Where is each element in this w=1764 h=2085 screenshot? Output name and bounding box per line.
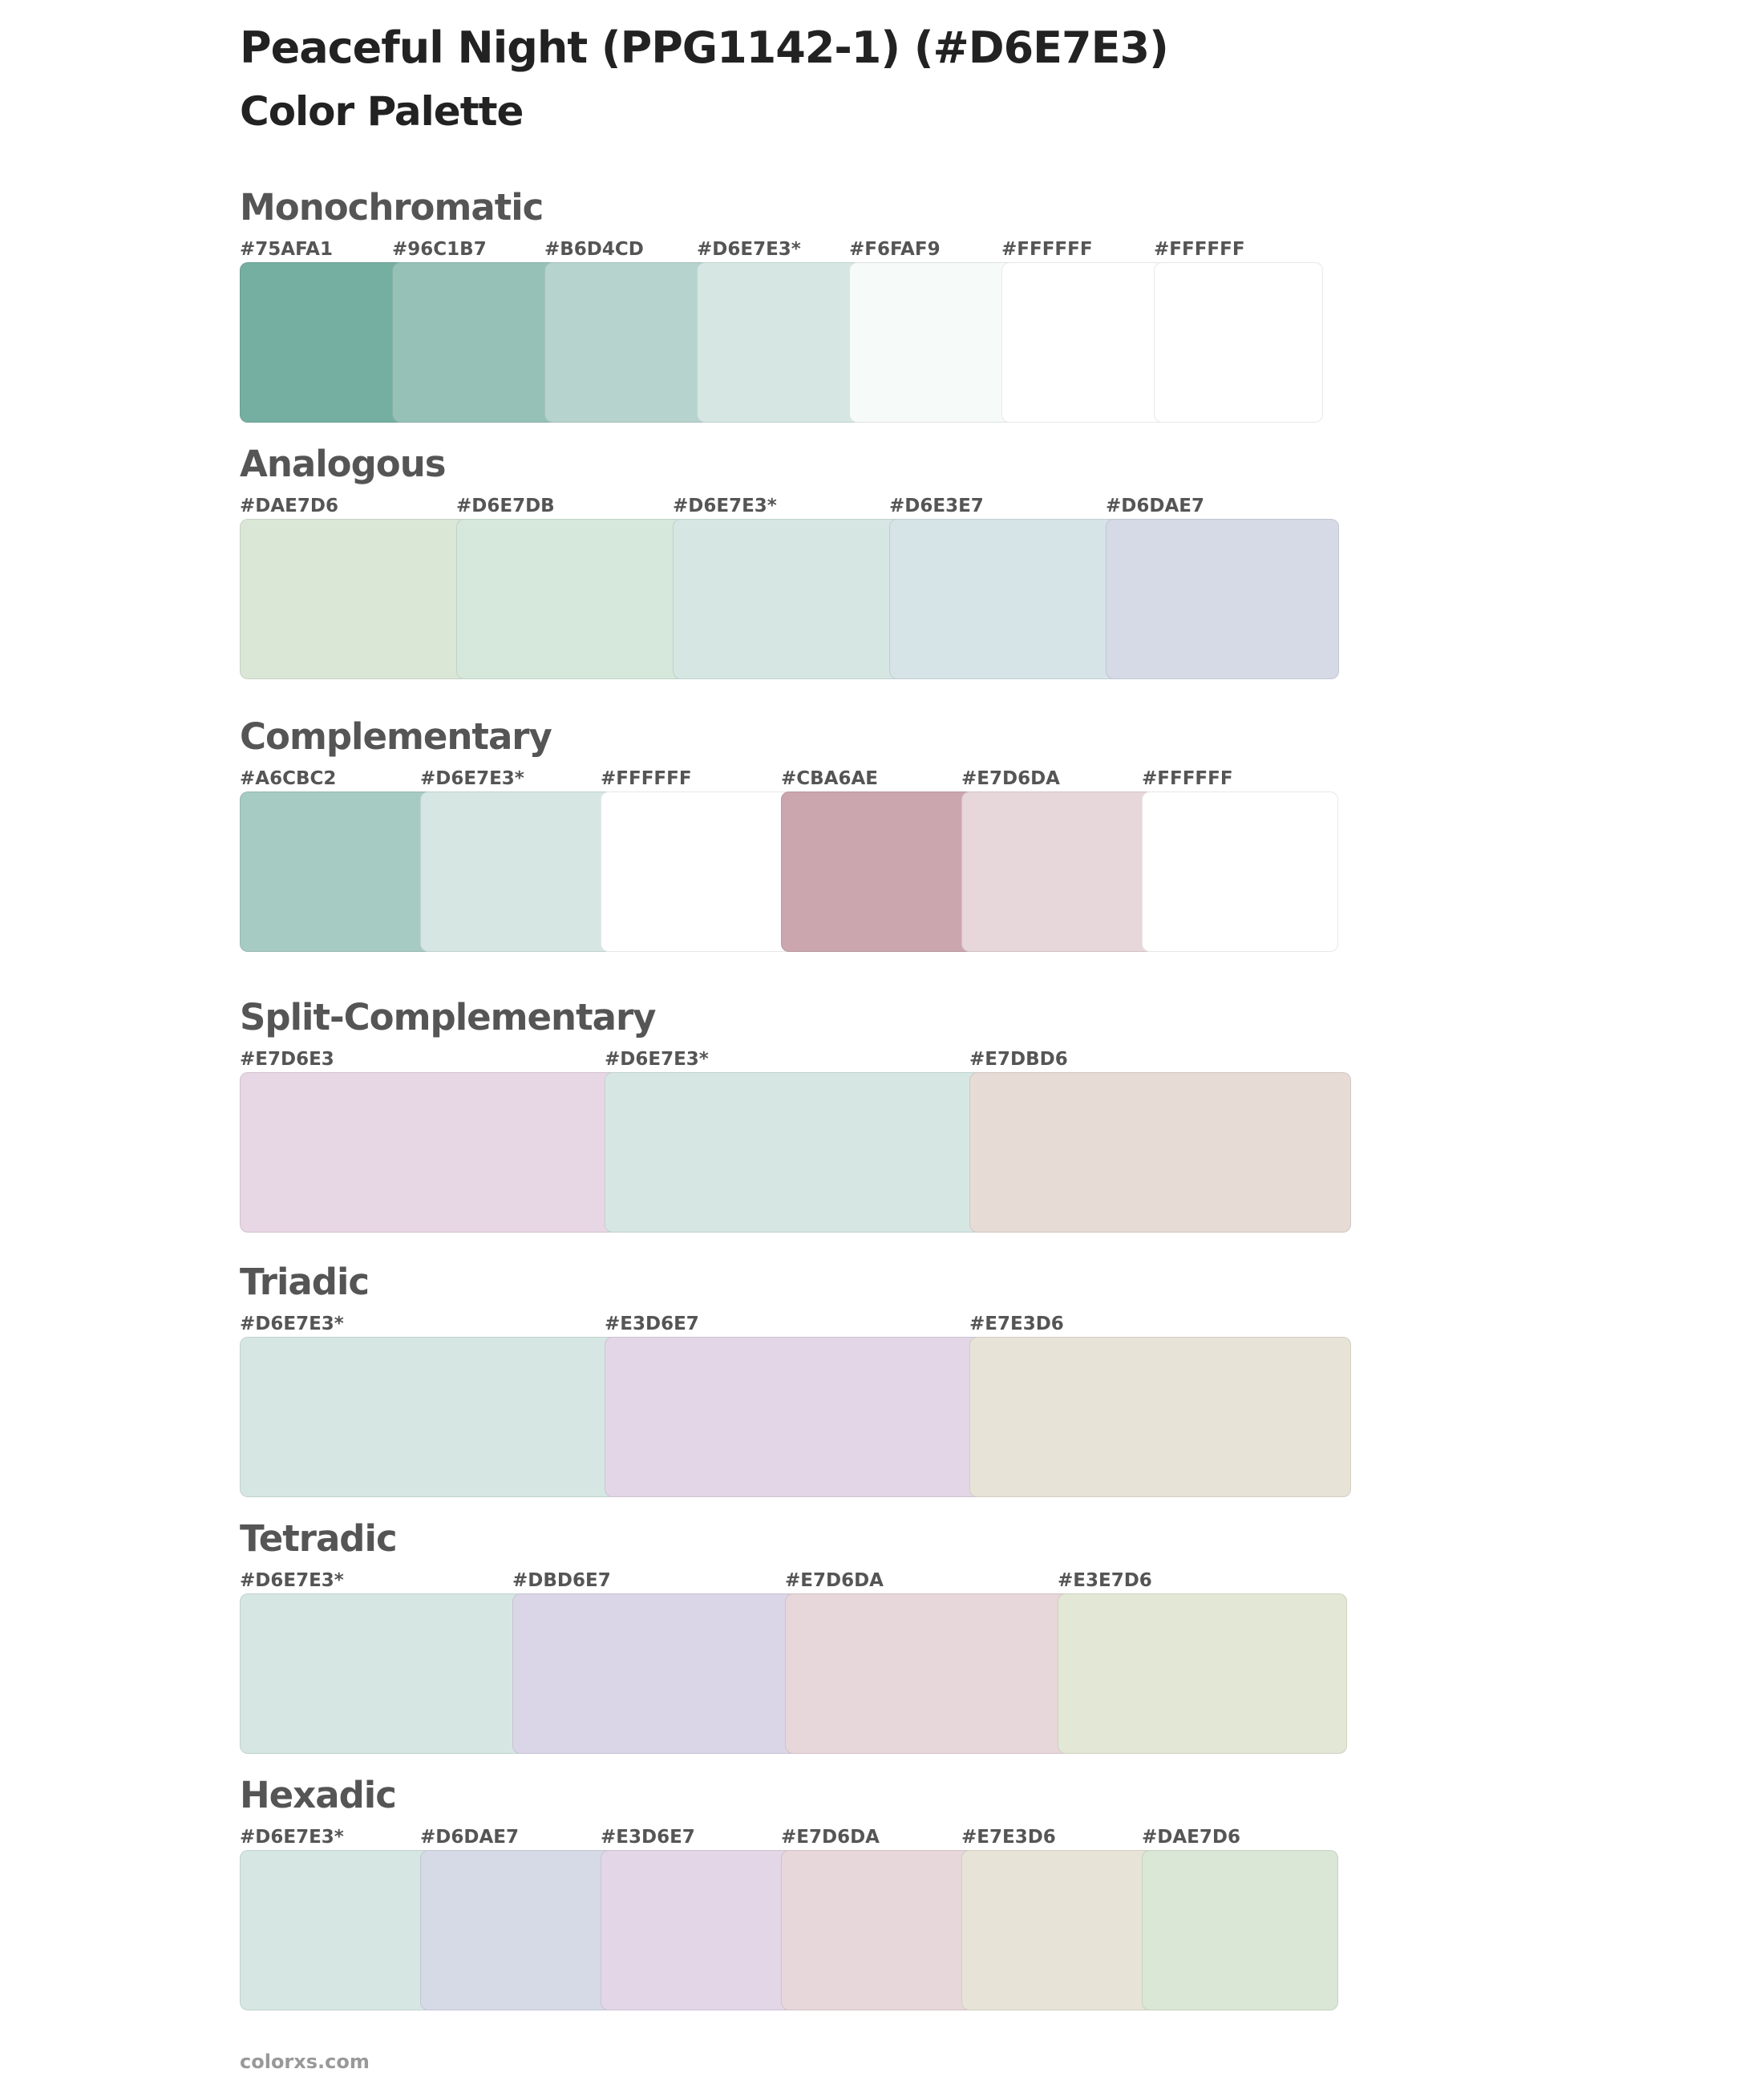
color-swatch[interactable] xyxy=(456,519,690,679)
color-swatch[interactable] xyxy=(240,1072,621,1233)
color-hex-label[interactable]: #E7D6DA xyxy=(781,1827,880,1848)
color-swatch[interactable] xyxy=(240,262,409,423)
color-swatch[interactable] xyxy=(889,519,1123,679)
color-swatch[interactable] xyxy=(605,1072,986,1233)
color-hex-label[interactable]: #E7DBD6 xyxy=(969,1049,1068,1070)
color-hex-label[interactable]: #D6DAE7 xyxy=(1106,496,1204,516)
color-hex-label[interactable]: #A6CBC2 xyxy=(240,768,337,789)
color-swatch[interactable] xyxy=(420,791,617,952)
color-swatch[interactable] xyxy=(673,519,906,679)
color-hex-label[interactable]: #D6E7E3* xyxy=(240,1827,344,1848)
color-hex-label[interactable]: #B6D4CD xyxy=(544,239,644,260)
color-hex-label[interactable]: #E7D6E3 xyxy=(240,1049,334,1070)
color-swatch[interactable] xyxy=(781,1850,977,2010)
color-swatch[interactable] xyxy=(969,1337,1351,1497)
color-hex-label[interactable]: #DAE7D6 xyxy=(1142,1827,1240,1848)
color-hex-label[interactable]: #CBA6AE xyxy=(781,768,878,789)
section-title: Split-Complementary xyxy=(240,996,656,1038)
color-hex-label[interactable]: #D6E7E3* xyxy=(673,496,777,516)
section-title: Analogous xyxy=(240,443,447,485)
color-hex-label[interactable]: #D6DAE7 xyxy=(420,1827,519,1848)
color-hex-label[interactable]: #D6E7DB xyxy=(456,496,555,516)
color-hex-label[interactable]: #DBD6E7 xyxy=(512,1570,611,1591)
color-hex-label[interactable]: #D6E7E3* xyxy=(240,1314,344,1334)
color-swatch[interactable] xyxy=(1106,519,1339,679)
color-swatch[interactable] xyxy=(969,1072,1351,1233)
footer-site-link[interactable]: colorxs.com xyxy=(240,2051,370,2073)
section-title: Hexadic xyxy=(240,1774,397,1816)
color-swatch[interactable] xyxy=(1058,1593,1347,1754)
color-hex-label[interactable]: #E3D6E7 xyxy=(605,1314,699,1334)
color-hex-label[interactable]: #E7E3D6 xyxy=(969,1314,1064,1334)
color-swatch[interactable] xyxy=(605,1337,986,1497)
color-hex-label[interactable]: #E3D6E7 xyxy=(601,1827,695,1848)
color-hex-label[interactable]: #E7E3D6 xyxy=(961,1827,1056,1848)
color-swatch[interactable] xyxy=(961,791,1158,952)
page-title: Peaceful Night (PPG1142-1) (#D6E7E3) xyxy=(240,22,1169,73)
color-swatch[interactable] xyxy=(785,1593,1074,1754)
color-hex-label[interactable]: #D6E7E3* xyxy=(605,1049,709,1070)
color-hex-label[interactable]: #D6E7E3* xyxy=(420,768,524,789)
color-hex-label[interactable]: #96C1B7 xyxy=(392,239,487,260)
color-swatch[interactable] xyxy=(240,1337,621,1497)
color-hex-label[interactable]: #F6FAF9 xyxy=(849,239,941,260)
page-subtitle: Color Palette xyxy=(240,88,524,135)
color-hex-label[interactable]: #D6E7E3* xyxy=(240,1570,344,1591)
color-hex-label[interactable]: #FFFFFF xyxy=(1154,239,1245,260)
color-swatch[interactable] xyxy=(544,262,714,423)
color-hex-label[interactable]: #FFFFFF xyxy=(1001,239,1093,260)
color-swatch[interactable] xyxy=(697,262,866,423)
color-hex-label[interactable]: #D6E3E7 xyxy=(889,496,984,516)
color-swatch[interactable] xyxy=(240,1593,529,1754)
color-hex-label[interactable]: #D6E7E3* xyxy=(697,239,801,260)
color-swatch[interactable] xyxy=(240,1850,436,2010)
color-hex-label[interactable]: #FFFFFF xyxy=(601,768,692,789)
color-swatch[interactable] xyxy=(392,262,561,423)
color-swatch[interactable] xyxy=(240,791,436,952)
color-swatch[interactable] xyxy=(420,1850,617,2010)
color-swatch[interactable] xyxy=(601,1850,797,2010)
section-title: Complementary xyxy=(240,715,552,758)
color-swatch[interactable] xyxy=(961,1850,1158,2010)
color-swatch[interactable] xyxy=(1001,262,1171,423)
section-title: Triadic xyxy=(240,1261,370,1303)
color-swatch[interactable] xyxy=(512,1593,802,1754)
color-hex-label[interactable]: #E7D6DA xyxy=(785,1570,884,1591)
color-swatch[interactable] xyxy=(1154,262,1323,423)
color-hex-label[interactable]: #75AFA1 xyxy=(240,239,333,260)
color-swatch[interactable] xyxy=(240,519,473,679)
color-swatch[interactable] xyxy=(849,262,1018,423)
section-title: Monochromatic xyxy=(240,186,544,229)
color-swatch[interactable] xyxy=(1142,791,1338,952)
color-swatch[interactable] xyxy=(781,791,977,952)
color-hex-label[interactable]: #E3E7D6 xyxy=(1058,1570,1152,1591)
color-swatch[interactable] xyxy=(1142,1850,1338,2010)
color-hex-label[interactable]: #DAE7D6 xyxy=(240,496,338,516)
section-title: Tetradic xyxy=(240,1517,398,1560)
color-swatch[interactable] xyxy=(601,791,797,952)
color-hex-label[interactable]: #FFFFFF xyxy=(1142,768,1233,789)
color-hex-label[interactable]: #E7D6DA xyxy=(961,768,1060,789)
